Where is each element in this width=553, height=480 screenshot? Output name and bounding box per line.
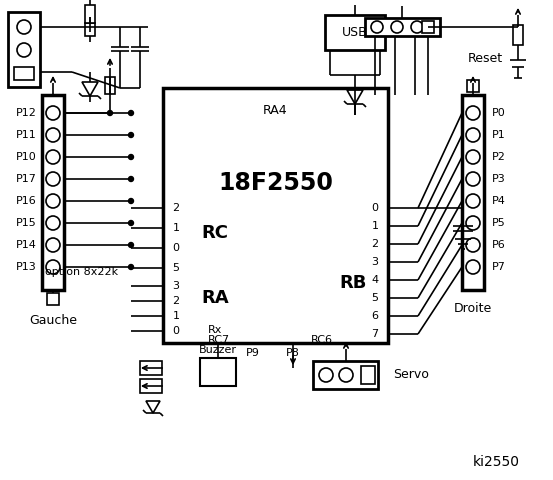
Text: RC6: RC6 — [311, 335, 333, 345]
Bar — [85, 5, 95, 23]
Text: P17: P17 — [16, 174, 37, 184]
Text: P10: P10 — [16, 152, 37, 162]
Text: 3: 3 — [372, 257, 378, 267]
Text: P0: P0 — [492, 108, 506, 118]
Text: P7: P7 — [492, 262, 506, 272]
Text: 3: 3 — [173, 281, 180, 291]
Text: P3: P3 — [492, 174, 506, 184]
Text: 0: 0 — [173, 326, 180, 336]
Text: Rx: Rx — [208, 325, 222, 335]
Text: RA4: RA4 — [263, 104, 288, 117]
Text: Droite: Droite — [454, 301, 492, 314]
Circle shape — [128, 132, 133, 137]
Circle shape — [128, 155, 133, 159]
Bar — [361, 366, 375, 384]
Bar — [42, 95, 64, 290]
Bar — [140, 361, 162, 375]
Text: 2: 2 — [173, 296, 180, 306]
Bar — [313, 361, 378, 389]
Text: P14: P14 — [16, 240, 37, 250]
Text: P9: P9 — [246, 348, 260, 358]
Text: 5: 5 — [173, 263, 180, 273]
Bar — [105, 77, 115, 94]
Text: Servo: Servo — [393, 369, 429, 382]
Text: 5: 5 — [372, 293, 378, 303]
Bar — [163, 88, 388, 343]
Bar — [467, 80, 479, 92]
Text: 7: 7 — [372, 329, 379, 339]
Text: 18F2550: 18F2550 — [218, 171, 333, 195]
Text: RB: RB — [340, 274, 367, 292]
Bar — [422, 21, 434, 33]
Text: 1: 1 — [173, 223, 180, 233]
Text: ki2550: ki2550 — [473, 455, 520, 469]
Text: USB: USB — [342, 25, 368, 38]
Text: P1: P1 — [492, 130, 506, 140]
Circle shape — [128, 177, 133, 181]
Text: P2: P2 — [492, 152, 506, 162]
Text: 0: 0 — [173, 243, 180, 253]
Text: 1: 1 — [173, 311, 180, 321]
Text: 1: 1 — [372, 221, 378, 231]
Text: RC: RC — [201, 224, 228, 242]
Text: P15: P15 — [16, 218, 37, 228]
Text: Reset: Reset — [468, 51, 503, 64]
Text: P6: P6 — [492, 240, 506, 250]
Text: 2: 2 — [372, 239, 379, 249]
Bar — [14, 67, 34, 80]
Text: 6: 6 — [372, 311, 378, 321]
Text: 0: 0 — [372, 203, 378, 213]
Bar — [462, 95, 484, 290]
Text: option 8x22k: option 8x22k — [45, 267, 118, 277]
Text: P4: P4 — [492, 196, 506, 206]
Circle shape — [128, 242, 133, 248]
Text: Buzzer: Buzzer — [199, 345, 237, 355]
Bar — [513, 25, 523, 45]
Circle shape — [128, 264, 133, 269]
Bar — [47, 293, 59, 305]
Text: P8: P8 — [286, 348, 300, 358]
Circle shape — [128, 199, 133, 204]
Text: P12: P12 — [16, 108, 37, 118]
Bar — [8, 12, 40, 87]
Circle shape — [128, 220, 133, 226]
Circle shape — [128, 110, 133, 116]
Text: P11: P11 — [16, 130, 37, 140]
Text: P13: P13 — [16, 262, 37, 272]
Circle shape — [107, 110, 112, 116]
Bar — [325, 15, 385, 50]
Bar — [365, 18, 440, 36]
Bar — [85, 23, 95, 36]
Text: P16: P16 — [16, 196, 37, 206]
Bar — [200, 358, 236, 386]
Text: RA: RA — [201, 289, 229, 307]
Text: RC7: RC7 — [208, 335, 230, 345]
Bar — [140, 379, 162, 393]
Text: 2: 2 — [173, 203, 180, 213]
Text: Gauche: Gauche — [29, 313, 77, 326]
Text: 4: 4 — [372, 275, 379, 285]
Text: P5: P5 — [492, 218, 506, 228]
